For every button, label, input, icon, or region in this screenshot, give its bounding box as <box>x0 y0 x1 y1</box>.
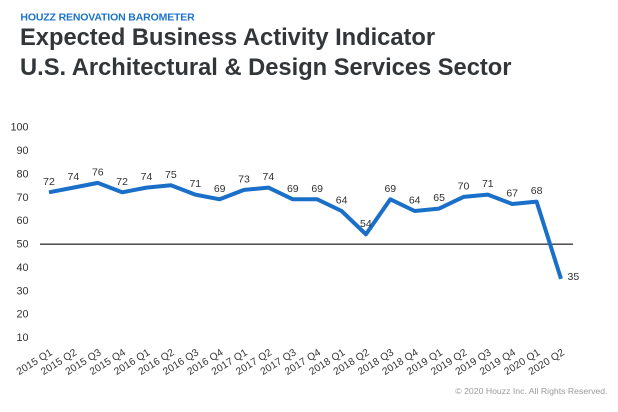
svg-text:69: 69 <box>287 183 299 195</box>
svg-text:71: 71 <box>482 178 494 190</box>
svg-text:64: 64 <box>336 195 348 207</box>
svg-text:35: 35 <box>568 271 580 283</box>
svg-text:20: 20 <box>16 309 28 321</box>
svg-text:74: 74 <box>68 171 80 183</box>
svg-text:Expected Business Activity Ind: Expected Business Activity Indicator <box>20 25 435 51</box>
svg-text:54: 54 <box>360 218 372 230</box>
svg-text:69: 69 <box>384 183 396 195</box>
svg-text:90: 90 <box>16 145 28 157</box>
svg-text:68: 68 <box>531 185 543 197</box>
svg-text:64: 64 <box>409 195 421 207</box>
svg-text:50: 50 <box>16 239 28 251</box>
svg-text:75: 75 <box>165 169 177 181</box>
svg-text:73: 73 <box>238 173 250 185</box>
svg-text:U.S. Architectural & Design Se: U.S. Architectural & Design Services Sec… <box>20 55 511 81</box>
svg-text:65: 65 <box>433 192 445 204</box>
svg-text:30: 30 <box>16 285 28 297</box>
svg-text:10: 10 <box>16 332 28 344</box>
svg-text:69: 69 <box>214 183 226 195</box>
svg-text:© 2020 Houzz Inc. All Rights R: © 2020 Houzz Inc. All Rights Reserved. <box>455 386 607 396</box>
svg-text:HOUZZ RENOVATION BAROMETER: HOUZZ RENOVATION BAROMETER <box>20 11 195 23</box>
svg-text:74: 74 <box>141 171 153 183</box>
svg-text:69: 69 <box>311 183 323 195</box>
svg-text:70: 70 <box>16 192 28 204</box>
svg-text:67: 67 <box>506 188 518 200</box>
svg-text:80: 80 <box>16 169 28 181</box>
svg-text:40: 40 <box>16 262 28 274</box>
svg-text:72: 72 <box>43 176 55 188</box>
svg-text:76: 76 <box>92 166 104 178</box>
svg-text:100: 100 <box>10 122 28 134</box>
svg-text:70: 70 <box>458 180 470 192</box>
svg-text:60: 60 <box>16 215 28 227</box>
svg-text:74: 74 <box>263 171 275 183</box>
svg-text:71: 71 <box>189 178 201 190</box>
svg-text:72: 72 <box>116 176 128 188</box>
